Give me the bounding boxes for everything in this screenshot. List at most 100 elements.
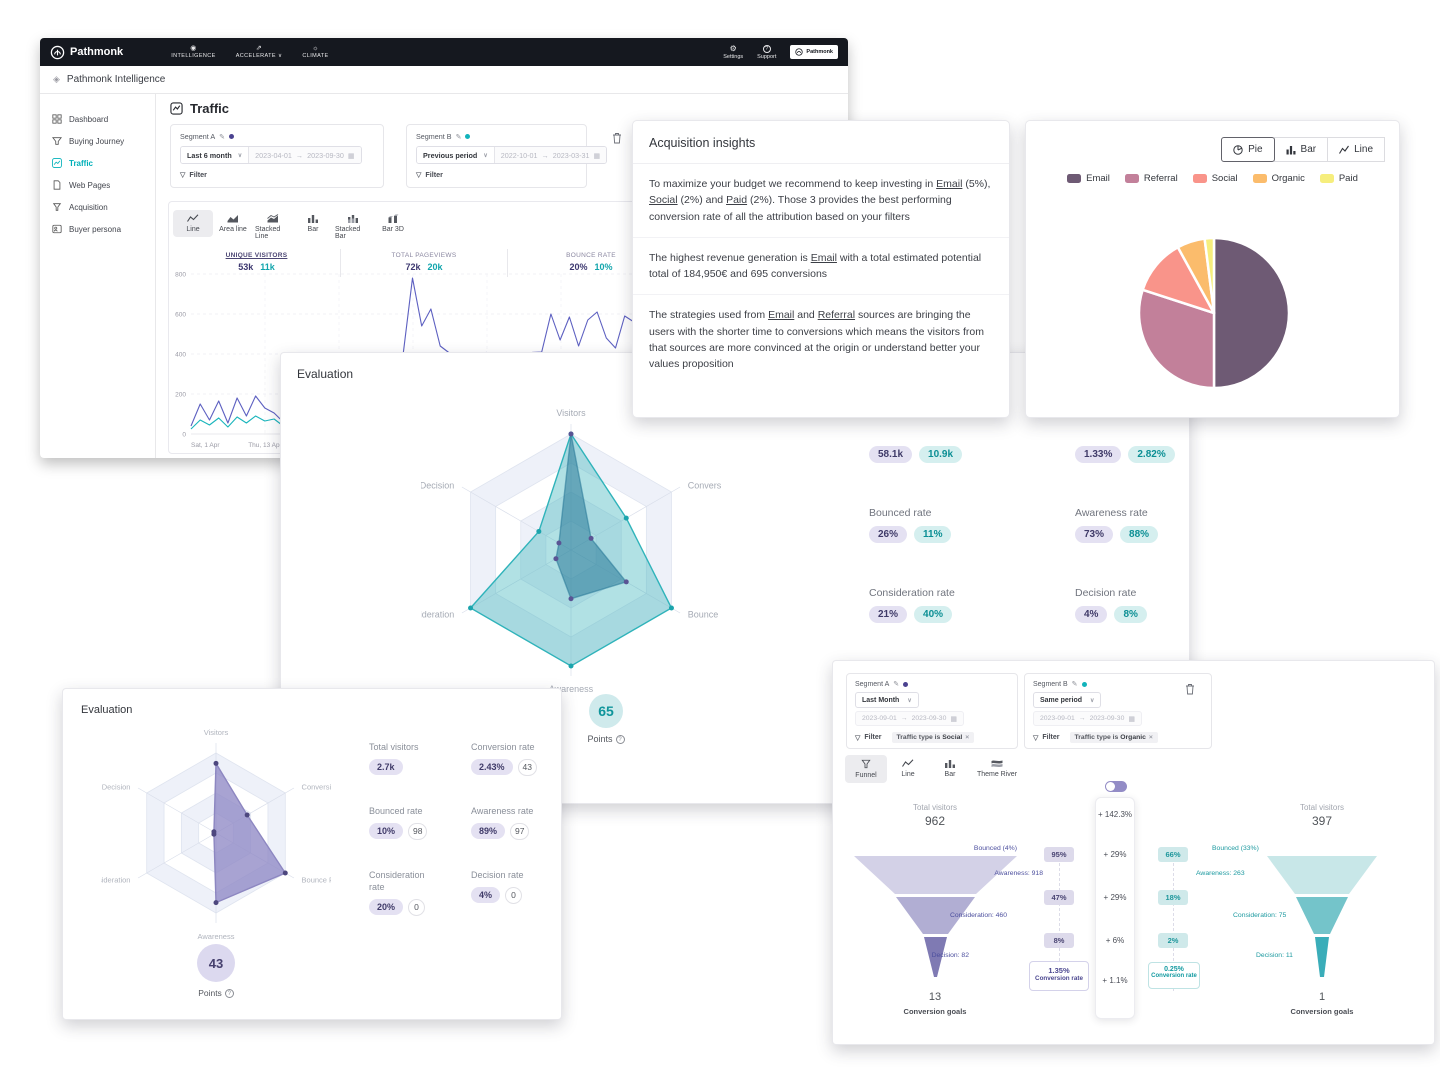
segment-b-daterange[interactable]: 2022-10-01 → 2023-03-31 ▦ [493, 147, 607, 163]
insight-source-link[interactable]: Email [810, 251, 837, 264]
bar-button[interactable]: Bar [1273, 137, 1329, 162]
segment-a-period-select[interactable]: Last Month ∨ [855, 692, 919, 708]
nav-accelerate[interactable]: ⇗ ACCELERATE ∨ [236, 45, 283, 59]
legend-item-email[interactable]: Email [1067, 173, 1110, 184]
tab-stacked-line[interactable]: Stacked Line [253, 210, 293, 244]
awareness-label: Awareness: 263 [1196, 870, 1245, 877]
score-pill: 43 [517, 759, 537, 777]
segment-a-color-dot[interactable] [903, 681, 909, 687]
svg-text:Visitors: Visitors [556, 408, 586, 418]
segment-a-pill: 21% [869, 606, 908, 623]
value-pill: 89% [471, 823, 506, 840]
acquisition-chart-card: Pie Bar Line Email Referral Social Organ… [1025, 120, 1400, 418]
points-label: Points [198, 988, 222, 998]
insight-text: The highest revenue generation is [649, 251, 811, 264]
tab-theme-river[interactable]: Theme River [971, 755, 1023, 783]
stacked-line-tab-icon [267, 214, 279, 223]
sidebar-item-buying-journey[interactable]: Buying Journey [40, 130, 155, 152]
tab-stacked-bar[interactable]: Stacked Bar [333, 210, 373, 244]
delete-segment-icon[interactable] [612, 132, 622, 144]
nav-intelligence[interactable]: ◉ INTELLIGENCE [171, 45, 216, 59]
delete-segment-icon[interactable] [1185, 683, 1195, 695]
insight-source-link[interactable]: Paid [726, 194, 748, 207]
help-icon[interactable]: ? [615, 734, 625, 744]
tab-bar[interactable]: Bar [929, 755, 971, 783]
app-section-icon: ◈ [53, 74, 60, 84]
arrow-right-icon: → [900, 715, 908, 722]
pie-button[interactable]: Pie [1221, 137, 1275, 162]
tab-line[interactable]: Line [173, 210, 213, 237]
evaluation-radar-chart: Visitors Conversions Bounce Rate Awareness C… [421, 408, 721, 694]
persona-icon [52, 224, 62, 234]
insight-source-link[interactable]: Referral [817, 309, 856, 322]
legend-swatch [1252, 174, 1267, 183]
total-visitors-value: 397 [1311, 814, 1333, 828]
legend-item-paid[interactable]: Paid [1319, 173, 1358, 184]
filter-chip-organic[interactable]: Traffic type is Organic × [1069, 732, 1158, 743]
pathmonk-logo-icon [50, 45, 65, 59]
edit-pencil-icon[interactable]: ✎ [1071, 681, 1078, 688]
filter-button[interactable]: Filter [864, 734, 882, 741]
segment-b-color-dot[interactable] [465, 134, 471, 139]
account-button[interactable]: Pathmonk [790, 45, 838, 59]
nav-climate[interactable]: ☼ CLIMATE [302, 45, 328, 59]
insight-source-link[interactable]: Email [768, 309, 795, 322]
segment-b-period-select[interactable]: Same period ∨ [1033, 692, 1102, 708]
metric-unique-visitors[interactable]: UNIQUE VISITORS 53k 11k [173, 249, 340, 277]
metric-total-pageviews[interactable]: TOTAL PAGEVIEWS 72k 20k [340, 249, 507, 277]
segment-b-period-select[interactable]: Previous period ∨ [417, 147, 494, 163]
tab-line[interactable]: Line [887, 755, 929, 783]
segment-b-name: Segment B [1033, 680, 1068, 688]
close-icon[interactable]: × [1148, 734, 1153, 741]
sidebar-item-dashboard[interactable]: Dashboard [40, 108, 155, 130]
insight-source-link[interactable]: Social [649, 194, 678, 207]
sidebar-item-buyer-persona[interactable]: Buyer persona [40, 218, 155, 240]
edit-pencil-icon[interactable]: ✎ [893, 681, 900, 688]
settings-button[interactable]: ⚙ Settings [723, 43, 743, 60]
svg-text:Conversions: Conversions [688, 481, 721, 491]
legend-item-social[interactable]: Social [1192, 173, 1238, 184]
segment-b-filter-button[interactable]: ▽ Filter [416, 170, 443, 179]
close-icon[interactable]: × [965, 734, 970, 741]
help-icon[interactable]: ? [224, 988, 234, 998]
segment-a-daterange[interactable]: 2023-09-01 → 2023-09-30 ▦ [855, 711, 964, 726]
segment-a-filter-button[interactable]: ▽ Filter [180, 170, 207, 179]
tab-area-line[interactable]: Area line [213, 210, 253, 237]
sidebar: Dashboard Buying Journey Traffic Web Pag… [40, 94, 156, 458]
metric-bounce-rate[interactable]: BOUNCE RATE 20% 10% [507, 249, 674, 277]
sidebar-item-web-pages[interactable]: Web Pages [40, 174, 155, 196]
tab-bar[interactable]: Bar [293, 210, 333, 237]
legend-item-organic[interactable]: Organic [1252, 173, 1305, 184]
tab-bar-3d[interactable]: Bar 3D [373, 210, 413, 237]
metric-label: Awareness rate [1075, 507, 1148, 519]
segment-a-daterange[interactable]: 2023-04-01 → 2023-09-30 ▦ [248, 147, 361, 163]
sidebar-item-acquisition[interactable]: Acquisition [40, 196, 155, 218]
score-pill: 98 [408, 823, 428, 841]
pathmonk-brand[interactable]: Pathmonk [50, 45, 123, 60]
svg-text:Decision: Decision [102, 783, 131, 792]
tab-funnel[interactable]: Funnel [845, 755, 887, 783]
legend-item-referral[interactable]: Referral [1124, 173, 1178, 184]
segment-b-daterange[interactable]: 2023-09-01 → 2023-09-30 ▦ [1033, 711, 1142, 726]
sidebar-item-traffic[interactable]: Traffic [40, 152, 155, 174]
traffic-metrics-band: UNIQUE VISITORS 53k 11k TOTAL PAGEVIEWS 7… [173, 249, 837, 277]
traffic-title-icon [170, 102, 183, 115]
segment-a-period-select[interactable]: Last 6 month ∨ [181, 147, 249, 163]
insight-source-link[interactable]: Email [936, 178, 963, 190]
edit-pencil-icon[interactable]: ✎ [455, 133, 462, 141]
line-button[interactable]: Line [1327, 137, 1385, 162]
metric-label: Bounced rate [869, 507, 932, 519]
metric-label: BOUNCE RATE [566, 252, 616, 259]
gear-icon: ⚙ [729, 43, 737, 53]
filter-chip-social[interactable]: Traffic type is Social × [891, 732, 975, 743]
evaluation-single-card: Evaluation Visitors Conversions Bounce Rat… [62, 688, 562, 1020]
consideration-rate-badge: 47% [1044, 890, 1074, 905]
segment-a-color-dot[interactable] [229, 134, 235, 139]
points-indicator: 43 Points? [179, 944, 253, 998]
support-button[interactable]: ? Support [757, 44, 776, 60]
segment-b-color-dot[interactable] [1081, 681, 1087, 687]
edit-pencil-icon[interactable]: ✎ [219, 133, 226, 141]
filter-button[interactable]: Filter [1042, 734, 1060, 741]
legend-label: Organic [1271, 173, 1305, 184]
comparison-toggle[interactable] [1105, 781, 1127, 792]
